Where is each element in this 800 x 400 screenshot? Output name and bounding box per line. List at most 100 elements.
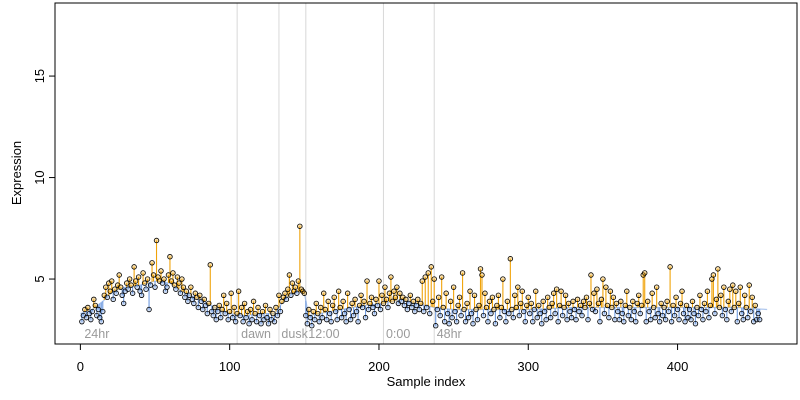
data-point [386, 290, 393, 296]
data-point [482, 290, 488, 296]
data-point [671, 312, 678, 319]
data-point [518, 300, 524, 307]
data-point [667, 264, 673, 270]
data-point [303, 312, 309, 319]
data-point [562, 292, 569, 298]
data-point [271, 318, 278, 325]
data-point [373, 296, 379, 303]
data-point [349, 300, 355, 307]
data-point [132, 278, 139, 284]
data-point [547, 314, 554, 321]
data-point [312, 316, 318, 323]
data-point [746, 282, 752, 288]
data-point [716, 304, 723, 311]
data-point [167, 254, 173, 260]
data-point [259, 308, 266, 315]
data-point [397, 290, 403, 296]
data-point [183, 288, 190, 294]
data-point [241, 300, 248, 307]
data-point [252, 310, 258, 317]
data-point [368, 294, 375, 301]
data-point [673, 294, 679, 301]
data-point [374, 302, 381, 309]
data-point [604, 302, 611, 309]
data-point [319, 314, 325, 321]
data-point [692, 321, 699, 327]
data-point [98, 318, 104, 325]
data-point [703, 308, 709, 315]
data-point [662, 316, 669, 323]
data-point [179, 276, 185, 282]
data-point [509, 306, 515, 313]
data-point [521, 308, 527, 315]
data-point [355, 318, 361, 325]
data-point [89, 308, 96, 315]
data-point [328, 318, 334, 325]
data-point [418, 300, 424, 307]
data-point [362, 314, 369, 321]
data-point [338, 314, 345, 321]
data-point [324, 316, 330, 323]
data-point [570, 298, 576, 305]
data-point [470, 321, 476, 327]
data-point [146, 306, 152, 313]
data-point [425, 270, 431, 276]
data-point [306, 306, 312, 313]
data-point [495, 292, 502, 298]
data-point [286, 272, 293, 278]
data-point [143, 286, 149, 292]
data-point [558, 288, 564, 294]
data-point [618, 298, 624, 305]
data-point [622, 302, 629, 309]
data-point [131, 264, 137, 270]
data-point [424, 304, 430, 311]
y-tick-label: 5 [32, 275, 47, 282]
data-point [434, 306, 440, 313]
data-point [440, 304, 446, 311]
data-point [689, 298, 696, 305]
data-point [531, 306, 537, 313]
data-point [579, 312, 585, 319]
data-point [536, 302, 542, 309]
data-point [91, 296, 97, 303]
data-point [365, 306, 372, 313]
residual-stems [81, 226, 761, 326]
data-point [628, 316, 634, 323]
data-point [346, 306, 352, 313]
y-tick-label: 10 [32, 170, 47, 184]
data-point [561, 304, 567, 311]
data-point [488, 310, 494, 317]
data-point [697, 292, 703, 298]
data-point [428, 264, 434, 270]
region-label: dawn [241, 327, 271, 341]
data-point [510, 314, 517, 321]
data-point [500, 276, 506, 282]
data-point [218, 314, 224, 321]
data-point [335, 288, 342, 294]
data-point [528, 300, 534, 307]
x-tick-label: 400 [667, 359, 689, 374]
data-point [273, 304, 279, 311]
data-point [332, 308, 339, 315]
data-point [516, 312, 523, 319]
data-point [274, 312, 281, 319]
data-point [152, 284, 158, 290]
data-point [643, 318, 649, 325]
region-label: 48hr [437, 327, 462, 341]
data-point [670, 302, 676, 309]
data-point [85, 304, 91, 311]
data-point [391, 288, 397, 294]
data-point [212, 304, 218, 311]
data-point [100, 308, 106, 315]
data-point [616, 316, 623, 323]
data-point [316, 318, 322, 325]
data-point [168, 278, 175, 284]
data-point [383, 296, 390, 303]
x-axis: 0 100 200 300 400 [77, 344, 689, 374]
x-tick-label: 300 [517, 359, 539, 374]
data-point [612, 316, 618, 323]
data-point [135, 274, 142, 280]
data-point [107, 288, 113, 294]
data-point [540, 298, 546, 305]
data-point [125, 286, 131, 292]
